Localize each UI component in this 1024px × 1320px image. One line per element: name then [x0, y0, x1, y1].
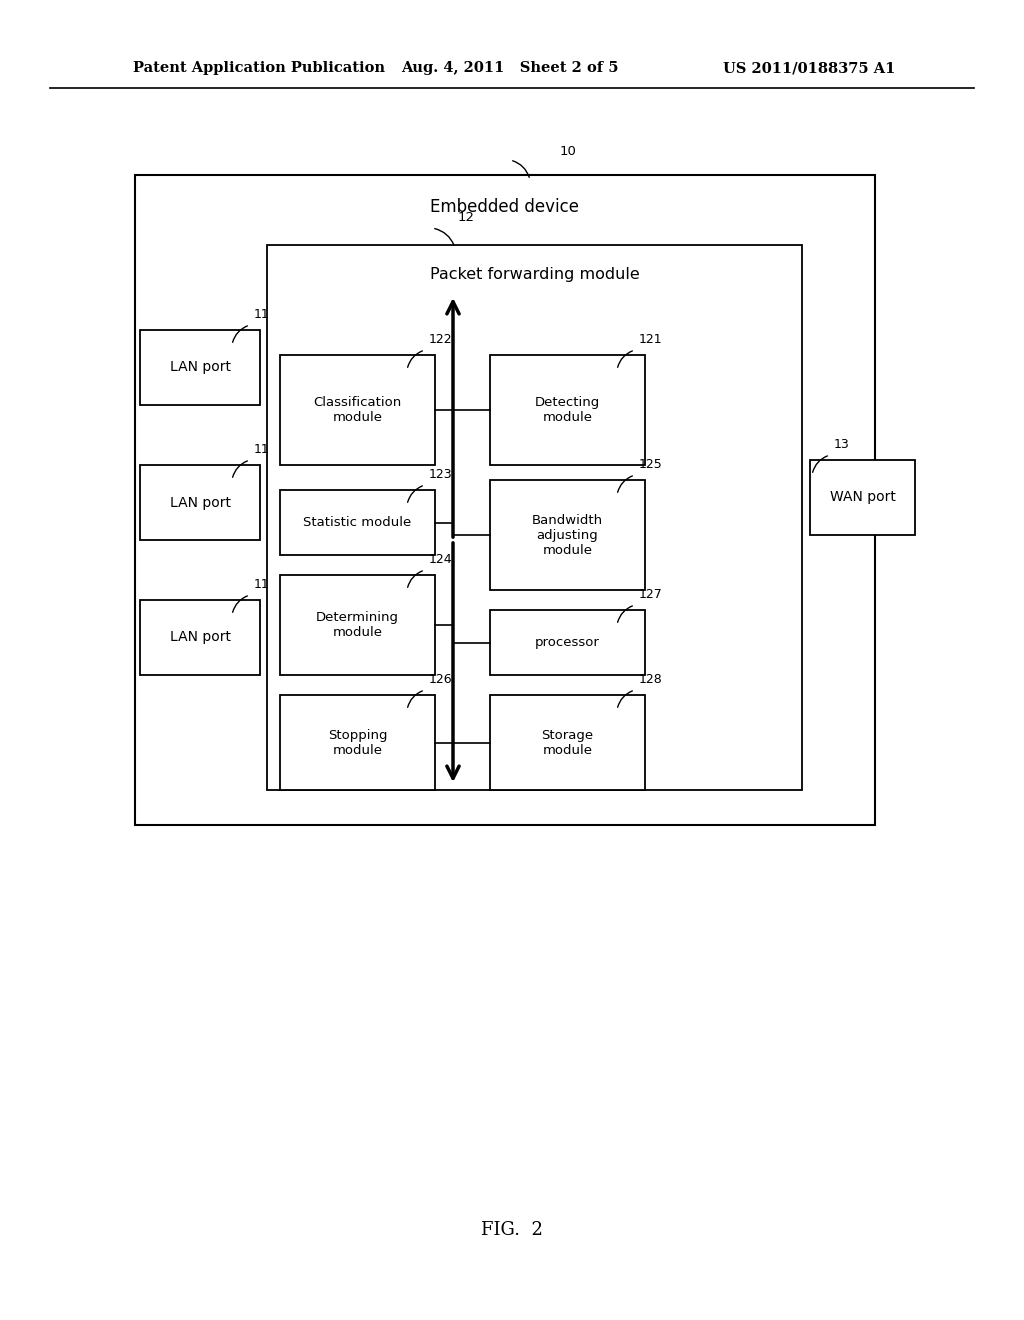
- Bar: [280, 490, 435, 554]
- Text: 11: 11: [254, 578, 269, 591]
- Text: 122: 122: [429, 333, 453, 346]
- Text: LAN port: LAN port: [170, 495, 230, 510]
- Text: 127: 127: [639, 587, 663, 601]
- Text: 125: 125: [639, 458, 663, 471]
- Bar: [140, 601, 260, 675]
- Bar: [135, 176, 874, 825]
- Text: 126: 126: [429, 673, 453, 686]
- Text: Aug. 4, 2011   Sheet 2 of 5: Aug. 4, 2011 Sheet 2 of 5: [401, 61, 618, 75]
- Text: 11: 11: [254, 444, 269, 455]
- Text: 12: 12: [458, 211, 475, 224]
- Text: processor: processor: [536, 636, 600, 649]
- Bar: [280, 696, 435, 789]
- Bar: [490, 480, 645, 590]
- Bar: [280, 355, 435, 465]
- Bar: [490, 355, 645, 465]
- Text: Packet forwarding module: Packet forwarding module: [430, 268, 639, 282]
- Text: LAN port: LAN port: [170, 631, 230, 644]
- Text: FIG.  2: FIG. 2: [481, 1221, 543, 1239]
- Text: Stopping
module: Stopping module: [328, 729, 387, 756]
- Text: WAN port: WAN port: [829, 491, 895, 504]
- Text: 123: 123: [429, 469, 453, 480]
- Text: 124: 124: [429, 553, 453, 566]
- Text: Statistic module: Statistic module: [303, 516, 412, 529]
- Text: Detecting
module: Detecting module: [535, 396, 600, 424]
- Text: Storage
module: Storage module: [542, 729, 594, 756]
- Bar: [140, 465, 260, 540]
- Bar: [267, 246, 802, 789]
- Text: LAN port: LAN port: [170, 360, 230, 375]
- Text: Embedded device: Embedded device: [430, 198, 580, 216]
- Bar: [490, 696, 645, 789]
- Text: US 2011/0188375 A1: US 2011/0188375 A1: [723, 61, 895, 75]
- Text: 11: 11: [254, 308, 269, 321]
- Text: 128: 128: [639, 673, 663, 686]
- Bar: [140, 330, 260, 405]
- Text: 13: 13: [834, 438, 850, 451]
- Bar: [810, 459, 915, 535]
- Text: 10: 10: [560, 145, 577, 158]
- Text: Patent Application Publication: Patent Application Publication: [133, 61, 385, 75]
- Bar: [280, 576, 435, 675]
- Text: Bandwidth
adjusting
module: Bandwidth adjusting module: [531, 513, 603, 557]
- Text: Determining
module: Determining module: [316, 611, 399, 639]
- Text: Classification
module: Classification module: [313, 396, 401, 424]
- Bar: [490, 610, 645, 675]
- Text: 121: 121: [639, 333, 663, 346]
